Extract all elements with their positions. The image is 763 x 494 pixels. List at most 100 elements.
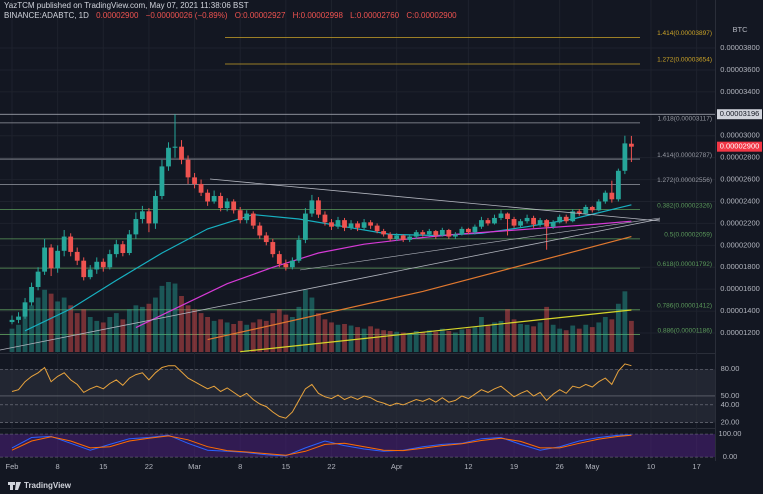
volume-bar bbox=[570, 325, 576, 352]
publisher-line: YazTCM published on TradingView.com, May… bbox=[4, 1, 254, 10]
fib-label: 0.382(0.00002326) bbox=[657, 202, 712, 209]
volume-bar bbox=[257, 319, 263, 352]
candle-body bbox=[270, 242, 276, 255]
change: −0.00000026 (−0.89%) bbox=[145, 11, 228, 20]
candle-body bbox=[231, 201, 237, 211]
volume-bar bbox=[133, 305, 139, 352]
fib-label: 1.414(0.00003897) bbox=[657, 30, 712, 37]
candle-body bbox=[446, 229, 452, 237]
candle-body bbox=[348, 223, 354, 228]
symbol-line: BINANCE:ADABTC, 1D 0.00002900 −0.0000002… bbox=[4, 11, 462, 20]
candle-body bbox=[459, 228, 465, 235]
volume-bar bbox=[394, 331, 400, 352]
low: L:0.00002760 bbox=[350, 11, 400, 20]
candle-body bbox=[505, 213, 510, 220]
candle-body bbox=[361, 222, 367, 228]
volume-bar bbox=[289, 317, 295, 352]
candle-body bbox=[48, 247, 54, 269]
volume-bar bbox=[218, 319, 224, 352]
volume-bar bbox=[192, 309, 197, 352]
high: H:0.00002998 bbox=[292, 11, 343, 20]
y-tick-label: 0.00003400 bbox=[720, 87, 760, 96]
price-label-box bbox=[717, 109, 762, 120]
candle-body bbox=[29, 286, 34, 303]
volume-bar bbox=[120, 319, 126, 352]
candle-body bbox=[342, 220, 347, 228]
volume-bar bbox=[420, 332, 426, 352]
trendline bbox=[299, 217, 661, 271]
candle-body bbox=[426, 231, 432, 235]
volume-bar bbox=[146, 303, 152, 352]
trendline bbox=[209, 178, 661, 222]
fib-label: 0.886(0.00001186) bbox=[658, 327, 712, 334]
candle-body bbox=[179, 146, 184, 160]
candle-body bbox=[407, 236, 413, 240]
volume-bar bbox=[205, 317, 210, 352]
candle-body bbox=[159, 166, 165, 197]
candle-body bbox=[316, 200, 321, 215]
price-label-box bbox=[717, 141, 762, 152]
volume-bar bbox=[126, 309, 132, 352]
x-tick-label: 22 bbox=[145, 462, 153, 471]
candle-body bbox=[387, 234, 393, 239]
y-tick-label: 0.00003000 bbox=[720, 131, 760, 140]
volume-bar bbox=[231, 324, 237, 352]
volume-bar bbox=[29, 305, 34, 352]
volume-bar bbox=[94, 320, 100, 352]
candle-body bbox=[576, 211, 582, 214]
volume-bar bbox=[466, 328, 471, 352]
volume-bar bbox=[348, 325, 354, 352]
volume-bar bbox=[172, 283, 178, 352]
volume-bar bbox=[329, 322, 334, 352]
stoch-k-line bbox=[11, 434, 632, 457]
candle-body bbox=[61, 236, 67, 251]
axis-divider bbox=[715, 0, 716, 461]
pane-divider bbox=[0, 428, 715, 429]
rsi-tick-label: 20.00 bbox=[721, 418, 740, 427]
x-tick-label: 19 bbox=[510, 462, 518, 471]
volume-bar bbox=[87, 317, 93, 352]
y-tick-label: 0.00001200 bbox=[720, 328, 760, 337]
x-tick-label: 15 bbox=[99, 462, 107, 471]
y-tick-label: 0.00002000 bbox=[720, 240, 760, 249]
candle-body bbox=[87, 269, 93, 278]
candle-body bbox=[629, 143, 634, 147]
y-tick-label: 0.00001400 bbox=[720, 306, 760, 315]
x-tick-label: 26 bbox=[556, 462, 564, 471]
volume-bar bbox=[55, 301, 61, 352]
volume-bar bbox=[387, 331, 393, 352]
x-tick-label: 10 bbox=[647, 462, 655, 471]
y-tick-label: 0.00003800 bbox=[720, 43, 760, 52]
y-tick-label: 0.00002800 bbox=[720, 153, 760, 162]
candle-body bbox=[257, 225, 263, 236]
fib-label: 1.272(0.00003654) bbox=[657, 57, 712, 64]
fib-label: 0.5(0.00002059) bbox=[664, 232, 712, 239]
trendline bbox=[0, 218, 661, 351]
moving-average bbox=[24, 204, 632, 332]
candle-body bbox=[439, 229, 445, 236]
fib-label: 0.786(0.00001412) bbox=[657, 303, 712, 310]
candle-body bbox=[596, 201, 602, 211]
candle-body bbox=[16, 316, 21, 320]
candle-body bbox=[518, 221, 523, 226]
volume-bar bbox=[518, 324, 523, 352]
volume-bar bbox=[537, 322, 543, 352]
candle-body bbox=[355, 223, 360, 228]
stoch-tick-label: 0.00 bbox=[723, 452, 738, 461]
volume-bar bbox=[615, 303, 621, 352]
volume-bar bbox=[524, 324, 530, 352]
volume-bar bbox=[472, 327, 478, 352]
candle-body bbox=[192, 177, 197, 184]
stoch-d-line bbox=[11, 434, 632, 456]
currency-label: BTC bbox=[733, 25, 749, 34]
volume-bar bbox=[322, 319, 328, 352]
rsi-tick-label: 50.00 bbox=[721, 391, 740, 400]
candle-body bbox=[9, 319, 15, 323]
candle-body bbox=[309, 200, 315, 214]
volume-bar bbox=[511, 319, 517, 352]
volume-bar bbox=[335, 324, 341, 352]
volume-bar bbox=[609, 319, 615, 352]
candle-body bbox=[374, 225, 380, 232]
volume-bar bbox=[413, 331, 419, 352]
